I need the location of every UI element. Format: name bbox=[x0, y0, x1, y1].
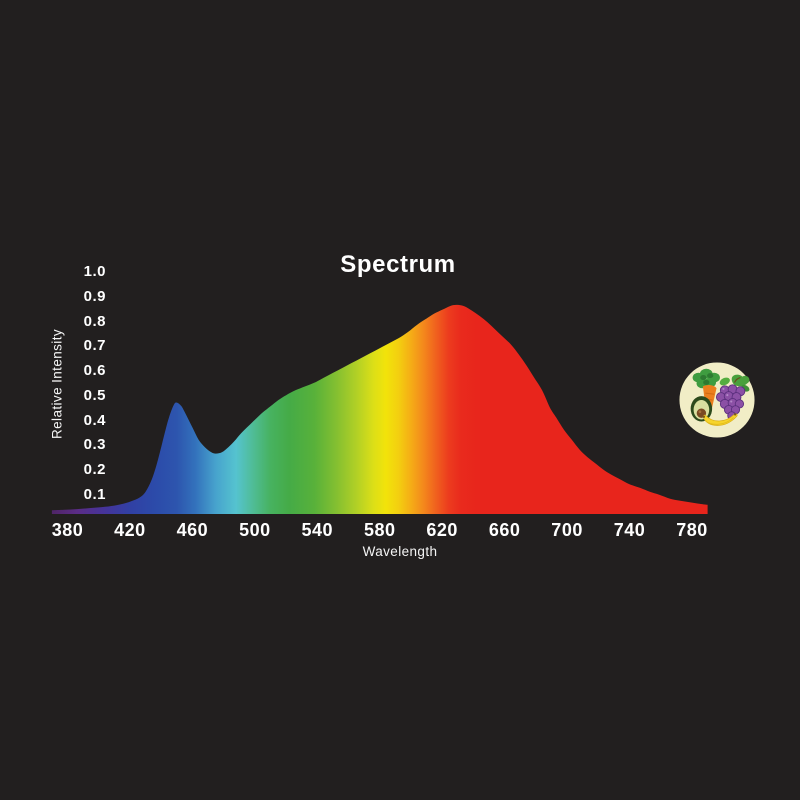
grapes-icon bbox=[715, 374, 750, 420]
fruit-badge-icon bbox=[679, 362, 755, 438]
x-tick-620: 620 bbox=[426, 520, 458, 540]
banana-icon bbox=[702, 413, 738, 426]
y-tick-0.4: 0.4 bbox=[83, 411, 106, 429]
x-tick-420: 420 bbox=[114, 520, 146, 540]
chart-title: Spectrum bbox=[340, 251, 456, 278]
x-tick-540: 540 bbox=[301, 520, 334, 540]
x-tick-740: 740 bbox=[613, 520, 646, 540]
y-tick-0.6: 0.6 bbox=[83, 362, 106, 379]
x-tick-660: 660 bbox=[488, 520, 521, 540]
x-tick-780: 780 bbox=[676, 520, 708, 540]
avocado-icon bbox=[690, 396, 713, 422]
y-tick-0.8: 0.8 bbox=[83, 312, 106, 330]
y-tick-0.5: 0.5 bbox=[83, 386, 106, 404]
x-tick-500: 500 bbox=[239, 520, 271, 540]
x-tick-700: 700 bbox=[551, 520, 583, 540]
y-tick-1.0: 1.0 bbox=[83, 263, 106, 280]
x-tick-380: 380 bbox=[51, 520, 84, 540]
spectrum-area bbox=[51, 304, 708, 514]
y-tick-0.3: 0.3 bbox=[83, 436, 106, 454]
x-tick-580: 580 bbox=[363, 520, 396, 540]
carrot-icon bbox=[692, 368, 720, 414]
y-tick-0.1: 0.1 bbox=[83, 485, 106, 503]
y-tick-0.9: 0.9 bbox=[83, 287, 106, 305]
y-tick-0.7: 0.7 bbox=[83, 337, 106, 355]
y-tick-0.2: 0.2 bbox=[83, 461, 106, 478]
x-axis-title: Wavelength bbox=[362, 544, 438, 559]
x-tick-460: 460 bbox=[176, 520, 209, 540]
